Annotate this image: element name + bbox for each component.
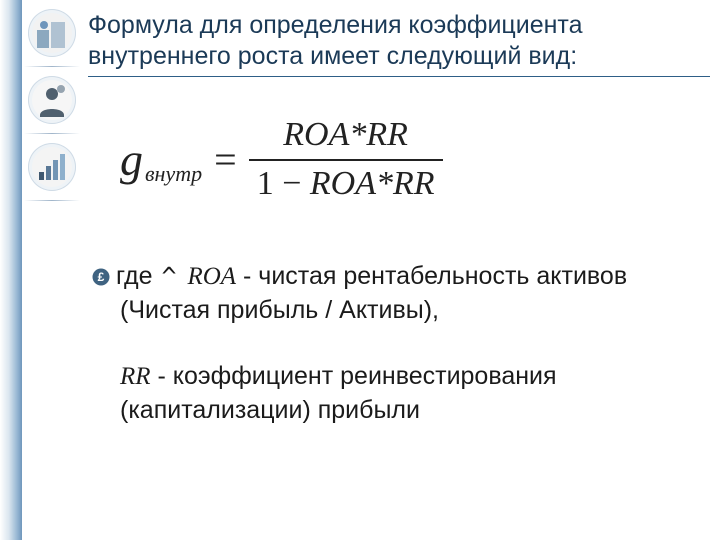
pound-bullet-icon: £ [92, 262, 110, 280]
definitions-block: £ где ^ ROA - чистая рентабельность акти… [92, 260, 680, 426]
denominator-expr: ROA*RR [310, 165, 435, 202]
formula-equals: = [214, 136, 237, 183]
roa-paren: (Чистая прибыль / Активы), [120, 294, 439, 327]
formula-subscript: внутр [145, 161, 202, 187]
slide-heading: Формула для определения коэффициента вну… [88, 10, 696, 73]
heading-underline [88, 76, 710, 77]
rr-label: RR [120, 363, 151, 390]
denominator-prefix: 1 − [257, 165, 310, 202]
heading-line-2: внутреннего роста имеет следующий вид: [88, 41, 696, 72]
rr-paren: (капитализации) прибыли [120, 394, 420, 427]
business-collage-icon-3 [28, 143, 76, 191]
thumbnail-row [24, 67, 80, 133]
roa-text: - чистая рентабельность активов [236, 262, 627, 290]
business-collage-icon-2 [28, 76, 76, 124]
left-gradient-stripe [0, 0, 22, 540]
formula-numerator: ROA*RR [275, 114, 416, 157]
fraction-bar [249, 159, 443, 161]
thumbnail-column [24, 0, 80, 201]
caret-marker: ^ [161, 261, 176, 294]
business-collage-icon-1 [28, 9, 76, 57]
definition-rr: RR - коэффициент реинвестирования (капит… [92, 360, 680, 426]
definition-roa: £ где ^ ROA - чистая рентабельность акти… [92, 260, 680, 326]
thumbnail-row [24, 134, 80, 200]
rr-text: - коэффициент реинвестирования [151, 362, 557, 390]
formula-fraction: ROA*RR 1 − ROA*RR [249, 114, 443, 205]
lead-word: где [116, 262, 153, 290]
growth-coefficient-formula: g внутр = ROA*RR 1 − ROA*RR [120, 114, 443, 205]
formula-symbol: g [120, 133, 143, 186]
thumbnail-separator [24, 200, 80, 201]
svg-text:£: £ [98, 270, 105, 284]
thumbnail-row [24, 0, 80, 66]
roa-label: ROA [187, 263, 236, 290]
heading-line-1: Формула для определения коэффициента [88, 10, 696, 41]
formula-denominator: 1 − ROA*RR [249, 163, 443, 206]
